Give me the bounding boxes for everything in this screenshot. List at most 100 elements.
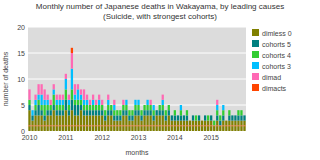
legend-label: dimad — [262, 74, 281, 81]
bar-segment — [92, 110, 94, 115]
bar-segment — [140, 115, 142, 120]
bar-segment — [198, 115, 200, 116]
bar-segment — [34, 95, 36, 100]
bar-segment — [156, 110, 158, 111]
legend: dimless 0cohorts 5cohorts 4cohorts 3dima… — [252, 29, 292, 92]
bar-segment — [37, 115, 39, 131]
bar-segment — [146, 115, 148, 131]
bar-segment — [98, 100, 100, 105]
bar-segment — [216, 115, 218, 120]
bar-segment — [98, 95, 100, 100]
bar-segment — [174, 110, 176, 111]
bar-segment — [219, 115, 221, 120]
bar-segment — [159, 115, 161, 131]
bar-segment — [153, 115, 155, 120]
bar-segment — [195, 115, 197, 120]
legend-swatch — [252, 73, 259, 80]
bar-segment — [201, 120, 203, 121]
bar-segment — [165, 110, 167, 111]
bar-segment — [180, 115, 182, 120]
bar-segment — [34, 94, 36, 95]
bar-segment — [44, 115, 46, 120]
bar-segment — [59, 95, 61, 100]
x-tick-label: 2015 — [203, 134, 219, 141]
plot-background — [28, 27, 246, 131]
bar-segment — [195, 115, 197, 116]
bar-segment — [131, 110, 133, 111]
bar-segment — [204, 115, 206, 116]
bar-segment — [174, 110, 176, 111]
bar-segment — [80, 100, 82, 105]
bar-segment — [71, 110, 73, 131]
bar-segment — [86, 94, 88, 95]
bar-segment — [28, 100, 30, 105]
grid-line — [28, 27, 246, 28]
bar-segment — [95, 105, 97, 110]
bar-segment — [225, 120, 227, 121]
bar-segment — [107, 110, 109, 115]
legend-swatch — [252, 29, 259, 36]
bar-segment — [110, 105, 112, 106]
bar-segment — [34, 115, 36, 131]
bar-segment — [125, 99, 127, 100]
bar-segment — [31, 110, 33, 111]
bar-segment — [171, 115, 173, 116]
bar-segment — [68, 105, 70, 110]
title: Monthly number of Japanese deaths in Wak… — [36, 2, 284, 11]
bar-segment — [83, 105, 85, 110]
bar-segment — [195, 115, 197, 116]
bar-segment — [186, 110, 188, 111]
bar-segment — [95, 110, 97, 115]
bar-segment — [153, 110, 155, 115]
bar-segment — [113, 99, 115, 100]
bar-segment — [74, 100, 76, 105]
bar-segment — [77, 84, 79, 89]
bar-segment — [37, 84, 39, 94]
bar-segment — [180, 110, 182, 115]
bar-segment — [122, 100, 124, 105]
bar-segment — [47, 100, 49, 105]
bar-segment — [140, 110, 142, 111]
bar-segment — [165, 110, 167, 111]
bar-segment — [37, 100, 39, 105]
bar-segment — [71, 89, 73, 99]
bar-segment — [219, 115, 221, 116]
bar-segment — [116, 115, 118, 120]
bar-segment — [201, 120, 203, 121]
bar-segment — [159, 105, 161, 106]
bar-segment — [180, 105, 182, 106]
bar-segment — [216, 110, 218, 115]
bar-segment — [65, 100, 67, 110]
bar-segment — [89, 115, 91, 131]
bar-segment — [116, 110, 118, 111]
bar-segment — [146, 110, 148, 115]
bar-segment — [234, 115, 236, 120]
bar-segment — [86, 105, 88, 110]
bar-segment — [192, 115, 194, 116]
bar-segment — [86, 115, 88, 131]
bar-segment — [225, 120, 227, 121]
bar-segment — [159, 105, 161, 106]
bar-segment — [47, 115, 49, 131]
bar-segment — [183, 115, 185, 116]
bar-segment — [92, 100, 94, 105]
bar-segment — [177, 115, 179, 116]
bar-segment — [240, 110, 242, 115]
bar-segment — [113, 100, 115, 105]
bar-segment — [219, 126, 221, 131]
bar-segment — [240, 110, 242, 111]
bar-segment — [225, 120, 227, 121]
bar-segment — [137, 110, 139, 115]
bar-segment — [74, 84, 76, 85]
bar-segment — [216, 105, 218, 110]
bar-segment — [198, 115, 200, 116]
bar-segment — [40, 110, 42, 115]
bar-segment — [174, 110, 176, 115]
bar-segment — [140, 110, 142, 111]
bar-segment — [77, 105, 79, 115]
bar-segment — [34, 100, 36, 105]
bar-segment — [37, 95, 39, 100]
bar-segment — [44, 89, 46, 90]
bar-segment — [50, 105, 52, 110]
bar-segment — [110, 115, 112, 131]
